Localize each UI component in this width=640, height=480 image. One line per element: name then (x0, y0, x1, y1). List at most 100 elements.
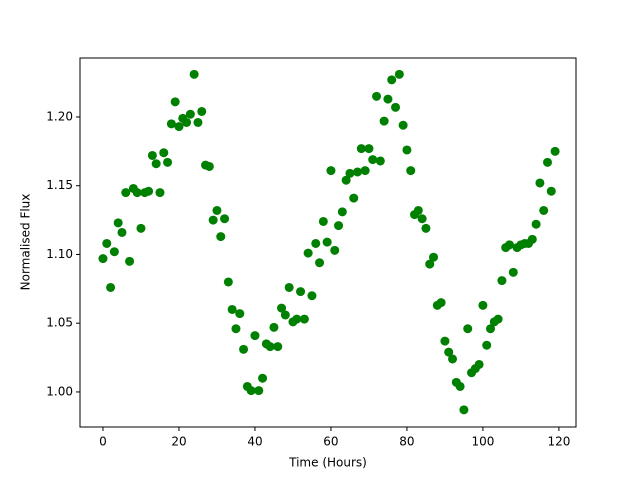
x-tick-label: 0 (99, 435, 107, 449)
point (299, 314, 309, 324)
point (353, 167, 363, 177)
point (527, 234, 537, 244)
point (136, 223, 146, 233)
point (189, 69, 199, 79)
point (543, 157, 553, 167)
point (277, 303, 287, 313)
point (337, 207, 347, 217)
point (315, 258, 325, 268)
y-tick-label: 1.15 (46, 178, 73, 192)
y-tick-label: 1.20 (46, 109, 73, 123)
point (193, 117, 203, 127)
point (216, 232, 226, 242)
point (440, 336, 450, 346)
x-tick-label: 120 (547, 435, 570, 449)
point (550, 146, 560, 156)
point (505, 240, 515, 250)
point (227, 304, 237, 314)
point (375, 156, 385, 166)
point (360, 166, 370, 176)
point (394, 69, 404, 79)
point (444, 347, 454, 357)
point (254, 386, 264, 396)
point (368, 155, 378, 165)
point (147, 150, 157, 160)
point (413, 205, 423, 215)
point (372, 91, 382, 101)
point (273, 342, 283, 352)
point (208, 215, 218, 225)
x-tick-label: 40 (247, 435, 262, 449)
point (106, 282, 116, 292)
point (307, 291, 317, 301)
point (197, 106, 207, 116)
point (166, 119, 176, 129)
point (311, 238, 321, 248)
point (546, 186, 556, 196)
point (417, 214, 427, 224)
point (125, 256, 135, 266)
point (144, 186, 154, 196)
point (280, 310, 290, 320)
point (539, 205, 549, 215)
point (185, 109, 195, 119)
point (486, 324, 496, 334)
axes-frame (79, 57, 577, 428)
point (102, 238, 112, 248)
point (170, 97, 180, 107)
point (113, 218, 123, 228)
point (474, 359, 484, 369)
point (284, 282, 294, 292)
point (455, 381, 465, 391)
point (182, 117, 192, 127)
point (109, 247, 119, 257)
point (318, 216, 328, 226)
point (231, 324, 241, 334)
point (497, 276, 507, 286)
point (258, 373, 268, 383)
point (132, 188, 142, 198)
point (493, 314, 503, 324)
point (163, 157, 173, 167)
point (117, 227, 127, 237)
point (364, 144, 374, 154)
point (436, 298, 446, 308)
point (250, 331, 260, 341)
point (421, 223, 431, 233)
point (402, 145, 412, 155)
point (531, 219, 541, 229)
point (379, 116, 389, 126)
point (383, 94, 393, 104)
point (322, 237, 332, 247)
y-tick-label: 1.05 (46, 316, 73, 330)
point (121, 188, 131, 198)
point (296, 287, 306, 297)
point (482, 340, 492, 350)
x-tick-label: 100 (471, 435, 494, 449)
point (429, 252, 439, 262)
point (326, 166, 336, 176)
x-tick-label: 20 (171, 435, 186, 449)
point (535, 178, 545, 188)
point (508, 267, 518, 277)
x-tick-label: 80 (399, 435, 414, 449)
point (463, 324, 473, 334)
point (330, 245, 340, 255)
point (356, 144, 366, 154)
point (220, 214, 230, 224)
point (159, 148, 169, 158)
point (246, 386, 256, 396)
point (448, 354, 458, 364)
point (334, 221, 344, 231)
point (265, 342, 275, 352)
point (387, 75, 397, 85)
point (345, 168, 355, 178)
point (155, 188, 165, 198)
y-tick-label: 1.00 (46, 384, 73, 398)
point (98, 254, 108, 264)
point (239, 344, 249, 354)
point (269, 322, 279, 332)
point (235, 309, 245, 319)
